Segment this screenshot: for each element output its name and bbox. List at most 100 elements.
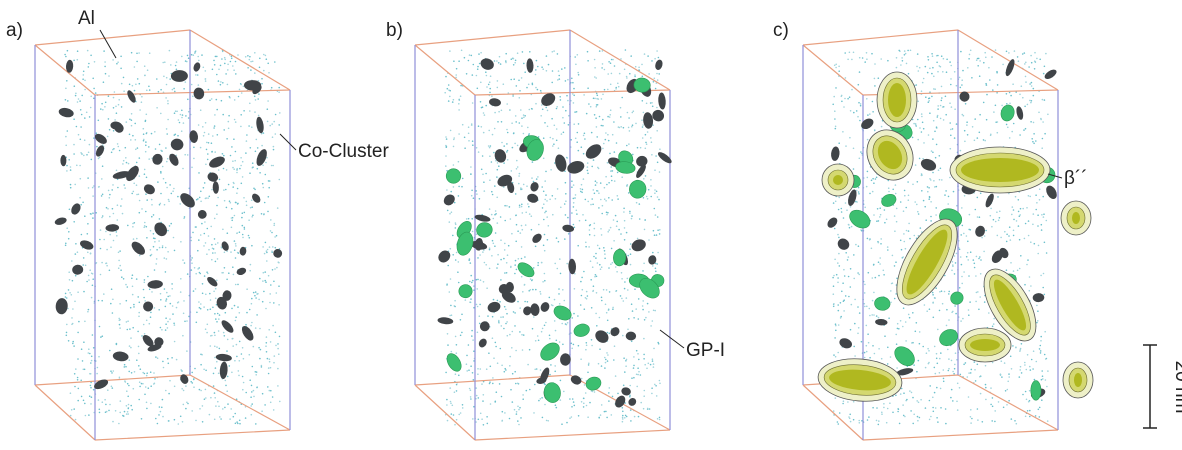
atom [599,348,601,350]
atom [478,125,480,127]
atom [447,88,449,90]
atom [994,410,996,412]
atom [516,411,518,413]
atom [843,310,845,312]
atom [558,70,560,72]
atom [265,162,267,164]
atom [900,201,902,203]
atom [516,85,518,87]
atom [837,234,839,236]
atom [928,198,930,200]
atom [531,108,533,110]
atom [890,302,892,304]
atom [471,55,473,57]
atom [634,74,636,76]
atom [606,352,608,354]
atom [631,377,633,379]
atom [936,387,938,389]
atom [587,87,589,89]
atom [614,180,616,182]
atom [458,186,460,188]
atom [535,103,537,105]
atom [87,233,89,235]
atom [67,50,69,52]
atom [207,153,209,155]
atom [655,271,657,273]
atom [270,284,272,286]
co-cluster [219,361,228,379]
atom [573,95,575,97]
atom [596,126,598,128]
atom [932,55,934,57]
atom [559,96,561,98]
atom [600,182,602,184]
atom [268,196,270,198]
atom [985,387,987,389]
atom [75,368,77,370]
atom [923,200,925,202]
atom [205,294,207,296]
atom [210,299,212,301]
atom [898,328,900,330]
atom [270,219,272,221]
atom [94,61,96,63]
atom [212,307,214,309]
atom [279,336,281,338]
atom [129,134,131,136]
co-cluster [919,157,938,173]
atom [916,66,918,68]
atom [497,169,499,171]
atom [564,203,566,205]
atom [134,123,136,125]
atom [522,51,524,53]
atom [111,152,113,154]
atom [185,60,187,62]
atom [489,179,491,181]
atom [490,366,492,368]
atom [523,117,525,119]
atom [75,275,77,277]
atom [1001,376,1003,378]
atom [560,207,562,209]
atom [137,296,139,298]
atom [561,133,563,135]
atom [113,97,115,99]
atom [128,408,130,410]
atom [479,63,481,65]
atom [633,356,635,358]
atom [1026,264,1028,266]
atom [1043,216,1045,218]
atom [277,385,279,387]
leader [100,30,116,58]
atom [627,289,629,291]
atom [65,56,67,58]
atom [265,281,267,283]
co-cluster [170,138,184,151]
atom [833,275,835,277]
atom [938,169,940,171]
atom [856,201,858,203]
atom [954,273,956,275]
gp-zone [475,221,494,239]
atom [269,125,271,127]
atom [151,216,153,218]
atom [833,354,835,356]
atom [205,370,207,372]
atom [181,130,183,132]
atom [594,193,596,195]
atom [240,165,242,167]
atom [587,166,589,168]
atom [838,142,840,144]
atom [976,292,978,294]
atom [258,115,260,117]
atom [534,384,536,386]
atom [111,189,113,191]
co-cluster [79,239,95,252]
atom [222,408,224,410]
atom [235,320,237,322]
atom [231,58,233,60]
atom [971,369,973,371]
atom [837,421,839,423]
atom [878,348,880,350]
atom [491,161,493,163]
